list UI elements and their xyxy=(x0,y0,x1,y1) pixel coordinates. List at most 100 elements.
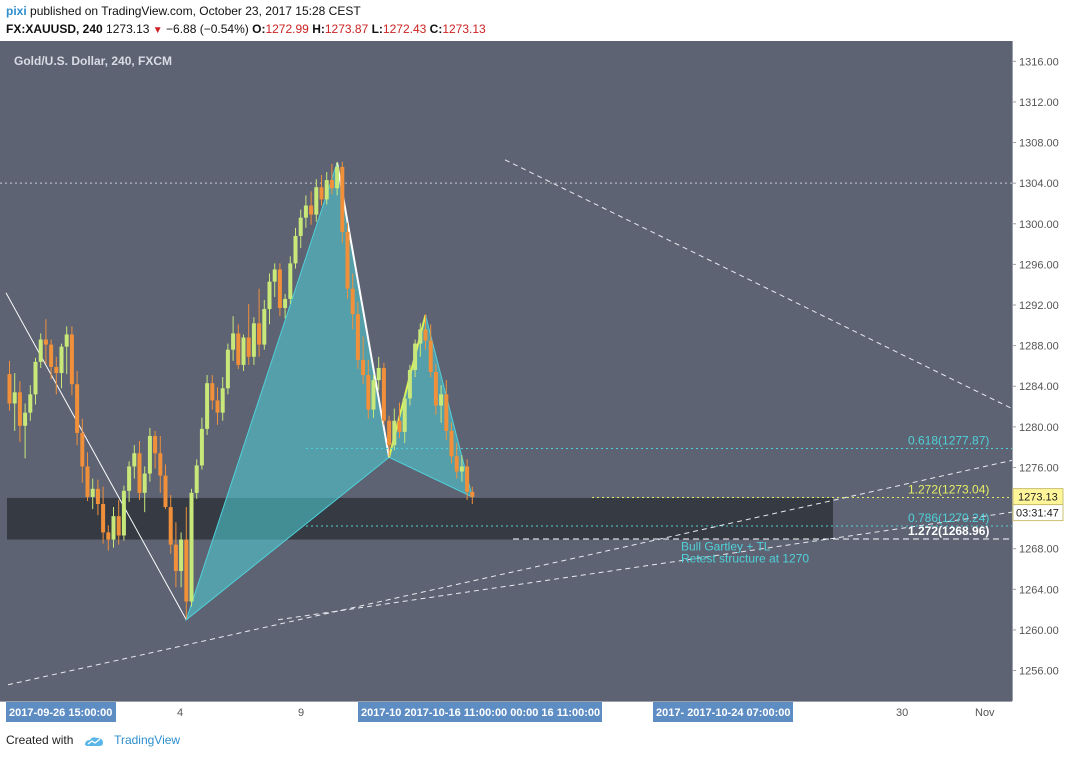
candle-body xyxy=(454,456,459,472)
candle-body xyxy=(121,490,126,536)
candle-body xyxy=(470,491,475,497)
candle-body xyxy=(329,180,334,189)
candle-body xyxy=(345,231,350,289)
fib-0618-label: 0.618(1277.87) xyxy=(908,433,989,447)
high-label: H: xyxy=(312,22,325,36)
candle-body xyxy=(298,217,303,236)
candle-body xyxy=(90,488,95,497)
candle-body xyxy=(101,504,106,533)
candle-body xyxy=(147,435,152,474)
candle-body xyxy=(428,340,433,373)
candle-body xyxy=(23,412,28,426)
candle-body xyxy=(95,488,100,505)
candle-body xyxy=(402,398,407,432)
candle-body xyxy=(392,420,397,446)
candle-body xyxy=(366,375,371,410)
candle-body xyxy=(59,346,64,374)
candle-body xyxy=(210,383,215,401)
candle-body xyxy=(116,516,121,536)
candle-body xyxy=(413,343,418,370)
price-tick-label: 1260.00 xyxy=(1019,625,1059,637)
time-label-highlight xyxy=(653,702,793,722)
last-price-label: 1273.13 xyxy=(1018,492,1058,504)
upper-trendline xyxy=(504,159,1013,410)
candle-body xyxy=(272,269,277,282)
candle-body xyxy=(439,394,444,406)
candle-body xyxy=(371,380,376,410)
candle-body xyxy=(215,400,220,413)
candle-body xyxy=(257,323,262,345)
candle-body xyxy=(199,428,204,466)
time-axis-label: Nov xyxy=(975,707,995,719)
candle-body xyxy=(251,323,256,357)
candle-body xyxy=(142,473,147,493)
price-tick-label: 1264.00 xyxy=(1019,584,1059,596)
published-line: pixi published on TradingView.com, Octob… xyxy=(6,4,361,18)
price-tick-label: 1288.00 xyxy=(1019,341,1059,353)
annotation-text-2: Retest structure at 1270 xyxy=(681,552,809,566)
chart-area[interactable]: 1316.00 1312.00 1308.00 1304.00 1300.00 1296.… xyxy=(0,41,1070,723)
candle-body xyxy=(407,369,412,399)
time-axis-label: 30 xyxy=(896,707,908,719)
candle-body xyxy=(309,205,314,215)
candle-body xyxy=(340,166,345,232)
candle-body xyxy=(49,344,54,367)
chart-title: Gold/U.S. Dollar, 240, FXCM xyxy=(14,54,172,68)
price-tick-label: 1256.00 xyxy=(1019,666,1059,678)
candle-body xyxy=(225,349,230,389)
annotation-text-1: Bull Gartley + TL xyxy=(681,540,771,554)
candle-body xyxy=(158,453,163,476)
countdown-label: 03:31:47 xyxy=(1016,508,1059,520)
candle-body xyxy=(38,339,43,362)
price-chart[interactable]: 1316.00 1312.00 1308.00 1304.00 1300.00 1296.… xyxy=(0,41,1070,723)
price-tick-label: 1316.00 xyxy=(1019,56,1059,68)
countdown-tag xyxy=(1012,504,1064,522)
candle-body xyxy=(153,435,158,454)
candle-body xyxy=(80,432,85,467)
plot-background xyxy=(0,41,1012,701)
time-axis-label: 9 xyxy=(298,707,304,719)
candle-body xyxy=(106,532,111,540)
high-value: 1273.87 xyxy=(324,22,369,36)
candle-body xyxy=(17,392,22,426)
candle-body xyxy=(54,366,59,374)
price-tick-label: 1280.00 xyxy=(1019,422,1059,434)
candle-body xyxy=(75,384,80,433)
candle-body xyxy=(418,329,423,344)
close-value: 1273.13 xyxy=(442,22,486,36)
candle-body xyxy=(179,539,184,572)
price-tick-label: 1276.00 xyxy=(1019,462,1059,474)
author-link[interactable]: pixi xyxy=(6,4,27,18)
candle-body xyxy=(267,281,272,310)
candle-body xyxy=(64,334,69,347)
fib-1272-label: 1.272(1273.04) xyxy=(908,483,989,497)
candle-body xyxy=(189,492,194,602)
candle-body xyxy=(449,430,454,457)
footer: Created with TradingView xyxy=(6,733,180,747)
price-axis-background xyxy=(1012,41,1070,723)
candle-body xyxy=(465,466,470,492)
candle-body xyxy=(376,367,381,381)
candle-body xyxy=(231,333,236,350)
ohlc-line: FX:XAUUSD, 240 1273.13 ▼ −6.88 (−0.54%) … xyxy=(6,22,486,36)
candle-body xyxy=(324,180,329,200)
candle-body xyxy=(127,466,132,491)
candle-body xyxy=(387,420,392,446)
fib-1268-label: 1.272(1268.96) xyxy=(908,524,989,538)
pattern-ab-leg xyxy=(336,162,391,458)
candle-body xyxy=(355,314,360,360)
candle-body xyxy=(459,466,464,472)
time-axis-label: 2017-09-26 15:00:00 xyxy=(9,707,112,719)
candle-body xyxy=(205,383,210,429)
time-axis-label: 2017-10 2017-10-16 11:00:00 00:00 16 11:… xyxy=(361,707,600,719)
candle-body xyxy=(381,367,386,421)
published-text: published on TradingView.com, October 23… xyxy=(30,4,361,18)
open-value: 1272.99 xyxy=(265,22,309,36)
tradingview-logo-icon xyxy=(84,737,103,746)
candle-body xyxy=(28,394,33,413)
candle-body xyxy=(85,466,90,497)
tradingview-link[interactable]: TradingView xyxy=(114,733,181,747)
open-label: O: xyxy=(252,22,266,36)
low-label: L: xyxy=(371,22,383,36)
candle-body xyxy=(184,539,189,602)
